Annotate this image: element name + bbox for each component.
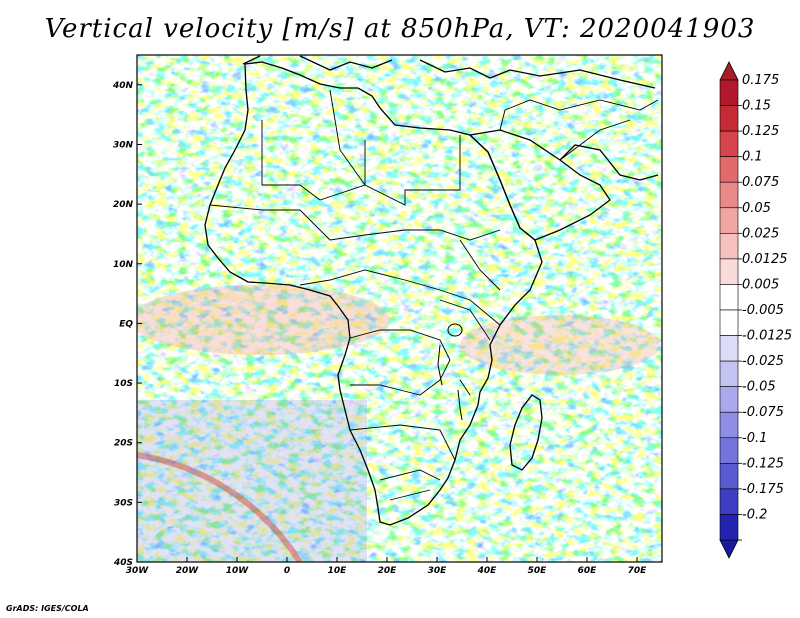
lon-tick-label: 20E xyxy=(378,566,398,576)
colorbar-label: 0.15 xyxy=(742,99,771,114)
colorbar-label: 0.075 xyxy=(742,175,779,190)
colorbar-label: 0.05 xyxy=(742,201,771,216)
colorbar-swatch xyxy=(719,411,739,439)
colorbar-label: -0.075 xyxy=(742,405,784,420)
lon-tick-label: 10W xyxy=(226,566,250,576)
colorbar-label: 0.175 xyxy=(742,73,779,88)
lake-tanganyika xyxy=(437,344,443,386)
lon-tick-label: 10E xyxy=(328,566,348,576)
lakes xyxy=(437,323,463,421)
border-east xyxy=(439,239,501,396)
colorbar-swatch xyxy=(719,105,739,132)
lat-tick-label: EQ xyxy=(119,319,133,329)
velocity-field xyxy=(137,55,662,562)
border-central xyxy=(299,269,501,326)
lon-tick-label: 30E xyxy=(428,566,448,576)
lon-tick-label: 60E xyxy=(578,566,598,576)
colorbar-swatch xyxy=(719,514,739,541)
lake-malawi xyxy=(457,389,463,421)
tropical-ascent-band xyxy=(137,285,390,355)
colorbar-label: -0.125 xyxy=(742,456,784,471)
colorbar-label: -0.025 xyxy=(742,354,784,369)
colorbar-label: 0.125 xyxy=(742,124,779,139)
border-north-2 xyxy=(329,89,461,206)
arabian-peninsula xyxy=(468,129,611,241)
border-middle-east xyxy=(499,99,659,161)
colorbar-swatch xyxy=(719,233,739,260)
colorbar-swatch xyxy=(719,207,739,234)
colorbar-label: 0.005 xyxy=(742,277,779,292)
colorbar-swatch xyxy=(719,130,739,157)
border-sahel xyxy=(209,204,501,241)
colorbar-swatch xyxy=(719,181,739,209)
lon-tick-label: 30W xyxy=(126,566,150,576)
colorbar-label: 0.1 xyxy=(742,150,763,165)
country-borders xyxy=(209,89,659,501)
colorbar-swatch xyxy=(719,437,739,464)
colorbar-label: 0.025 xyxy=(742,226,779,241)
border-congo xyxy=(349,329,451,396)
colorbar: 0.175 0.15 0.125 0.1 0.075 0.05 0.025 0.0125 0.0… xyxy=(719,61,792,559)
colorbar-swatch xyxy=(719,463,739,490)
colorbar-label: -0.005 xyxy=(742,303,784,318)
south-atlantic-subsidence xyxy=(137,400,367,562)
colorbar-swatch xyxy=(719,335,739,362)
lat-tick-label: 10S xyxy=(114,379,133,389)
lake-victoria xyxy=(447,323,463,337)
lat-tick-label: 10N xyxy=(113,260,134,270)
lon-tick-label: 20W xyxy=(176,566,200,576)
lon-tick-label: 0 xyxy=(284,566,290,576)
lon-tick-label: 40E xyxy=(477,566,498,576)
colorbar-label: -0.05 xyxy=(742,380,776,395)
colorbar-label: -0.2 xyxy=(742,507,767,522)
mediterranean-north-shore xyxy=(242,55,656,89)
lat-tick-label: 20S xyxy=(114,439,133,449)
colorbar-top-arrow xyxy=(719,61,739,81)
colorbar-swatch xyxy=(719,488,739,515)
colorbar-label: -0.1 xyxy=(742,431,767,446)
colorbar-label: -0.175 xyxy=(742,482,784,497)
lat-tick-label: 40N xyxy=(112,81,134,91)
persian-gulf xyxy=(559,144,659,181)
africa-coastline xyxy=(204,61,543,526)
colorbar-swatch xyxy=(719,79,739,106)
colorbar-swatch xyxy=(719,386,739,413)
lat-tick-label: 30S xyxy=(114,498,133,508)
colorbar-swatch xyxy=(719,360,739,387)
frontal-band xyxy=(137,452,303,562)
lon-tick-label: 50E xyxy=(528,566,548,576)
lat-tick-label: 30N xyxy=(113,140,134,150)
colorbar-bottom-arrow xyxy=(719,539,739,559)
border-southern xyxy=(349,424,456,501)
coastlines xyxy=(204,55,659,526)
plot-area xyxy=(137,55,662,562)
colorbar-swatch xyxy=(719,284,739,311)
plot-frame xyxy=(136,54,663,563)
border-north-1 xyxy=(261,120,366,201)
colorbar-swatch xyxy=(719,156,739,183)
colorbar-label: 0.0125 xyxy=(742,252,788,267)
lat-tick-label: 40S xyxy=(113,558,133,568)
colorbar-swatch xyxy=(719,258,739,285)
lat-tick-label: 20N xyxy=(113,200,134,210)
indian-ocean-ascent xyxy=(460,315,660,375)
lon-tick-label: 70E xyxy=(628,566,648,576)
colorbar-swatch xyxy=(719,309,739,336)
axes: 30W 20W 10W 0 10E 20E 30E 40E 50E 60E 70E 40N 30N 20N… xyxy=(112,81,647,576)
grads-credit: GrADS: IGES/COLA xyxy=(6,604,89,613)
madagascar xyxy=(509,394,543,471)
plot-title: Vertical velocity [m/s] at 850hPa, VT: 2… xyxy=(44,14,756,44)
colorbar-label: -0.0125 xyxy=(742,329,792,344)
